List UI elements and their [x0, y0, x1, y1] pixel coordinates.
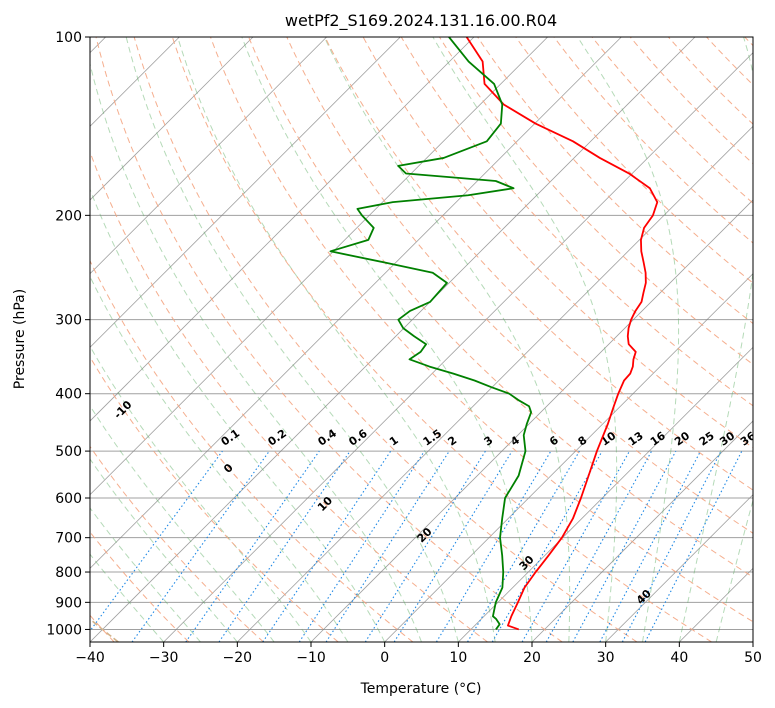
mixing-ratio-line	[364, 450, 486, 642]
isotherm-line	[605, 494, 753, 642]
y-axis-label: Pressure (hPa)	[12, 289, 28, 389]
moist-adiabat-line	[90, 507, 201, 642]
y-tick-label: 400	[55, 387, 82, 403]
dry-adiabat-line	[171, 37, 712, 642]
isotherm-line	[384, 273, 753, 642]
dry-adiabat-line	[362, 37, 753, 449]
dewpoint-profile	[329, 37, 533, 630]
moist-adiabat-line	[90, 188, 386, 642]
plot-frame	[89, 36, 754, 643]
mixing-ratio-line	[572, 450, 677, 642]
mixing-ratio-line	[545, 450, 653, 642]
isotherm-line	[163, 52, 753, 642]
x-tick-label: 0	[380, 650, 389, 666]
isotherm-gridlines	[90, 37, 753, 642]
chart-title: wetPf2_S169.2024.131.16.00.R04	[285, 11, 557, 31]
mixing-ratio-lines	[90, 450, 743, 642]
mixing-ratio-line	[435, 450, 552, 642]
axes: −40 −30 −20 −10 0 10 20 30 40 50 1000 900 800 700 600 5…	[46, 30, 762, 666]
x-axis-label: Temperature (°C)	[360, 681, 482, 697]
x-tick-label: −20	[223, 650, 253, 666]
dry-adiabat-line	[90, 259, 414, 642]
moist-adiabat-line	[678, 37, 753, 642]
y-tick-label: 600	[55, 491, 82, 507]
isotherm-line	[90, 37, 254, 201]
mixing-ratio-line	[467, 450, 580, 642]
dry-adiabat-line	[515, 37, 753, 284]
x-tick-label: 40	[670, 650, 688, 666]
profile-series	[329, 37, 659, 631]
moist-adiabat-line	[125, 37, 459, 642]
isotherm-line	[90, 37, 696, 642]
plot-area: 0.10.20.40.611.52346810131620253036-100-…	[90, 37, 753, 642]
x-tick-label: 30	[597, 650, 615, 666]
dry-adiabat-line	[210, 37, 753, 623]
mixing-ratio-line	[491, 450, 603, 642]
moist-adiabat-line	[90, 61, 422, 642]
moist-adiabat-line	[432, 37, 618, 642]
dry-adiabat-line	[400, 37, 753, 407]
moist-adiabat-line	[90, 404, 275, 642]
moist-adiabat-line	[90, 275, 349, 642]
moist-adiabat-line	[90, 458, 238, 642]
x-tick-label: −10	[296, 650, 326, 666]
y-tick-label: 200	[55, 208, 82, 224]
isotherm-line	[237, 125, 753, 642]
moist-adiabat-line	[715, 498, 753, 642]
mixing-ratio-line	[218, 450, 351, 642]
isotherm-line	[90, 37, 327, 275]
dry-adiabat-line	[477, 37, 753, 325]
x-tick-label: 20	[523, 650, 541, 666]
temperature-profile	[465, 37, 659, 631]
moist-adiabat-line	[577, 37, 680, 642]
dry-adiabats	[90, 37, 753, 642]
y-tick-label: 1000	[46, 622, 82, 638]
y-tick-label: 500	[55, 444, 82, 460]
isotherm-line	[531, 420, 753, 642]
x-tick-label: 10	[449, 650, 467, 666]
y-tick-label: 300	[55, 313, 82, 329]
moist-adiabat-line	[90, 345, 312, 642]
mixing-ratio-line	[521, 450, 630, 642]
dry-adiabat-line	[133, 37, 638, 642]
isotherm-line	[90, 37, 548, 496]
y-tick-label: 100	[55, 30, 82, 46]
isobar-gridlines	[90, 37, 753, 630]
dry-adiabat-line	[90, 445, 264, 642]
mixing-ratio-line	[325, 450, 450, 642]
dry-adiabat-line	[248, 37, 753, 578]
x-tick-label: −30	[149, 650, 179, 666]
moist-adiabat-line	[90, 553, 165, 642]
y-tick-label: 700	[55, 531, 82, 547]
isotherm-line	[90, 37, 401, 348]
dry-adiabat-line	[324, 37, 753, 491]
x-tick-label: −40	[75, 650, 105, 666]
y-tick-label: 800	[55, 565, 82, 581]
moist-adiabat-line	[241, 37, 533, 642]
isotherm-line	[90, 37, 622, 569]
x-tick-label: 50	[744, 650, 762, 666]
dry-adiabat-line	[95, 37, 563, 642]
mixing-ratio-line	[393, 450, 513, 642]
y-tick-label: 900	[55, 595, 82, 611]
dry-adiabat-line	[591, 37, 753, 204]
mixing-ratio-line	[185, 450, 320, 642]
dry-adiabat-line	[629, 37, 753, 165]
isotherm-line	[90, 37, 475, 422]
